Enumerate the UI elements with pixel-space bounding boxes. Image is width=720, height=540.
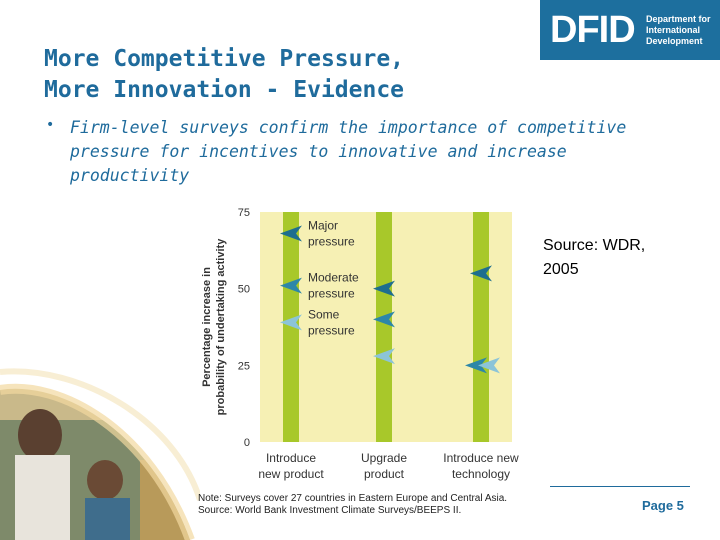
category-bar bbox=[283, 212, 299, 442]
chart-note-line: Note: Surveys cover 27 countries in East… bbox=[198, 493, 508, 504]
category-bar bbox=[376, 212, 392, 442]
legend-label: Major bbox=[308, 218, 338, 232]
chart-note: Note: Surveys cover 27 countries in East… bbox=[198, 493, 548, 517]
logo-wordmark: DFID bbox=[550, 9, 636, 51]
bullet-text: Firm-level surveys confirm the importanc… bbox=[70, 118, 627, 185]
y-axis-title-line: Percentage increase in bbox=[201, 267, 213, 387]
x-tick-label: Introduce new bbox=[443, 451, 519, 465]
footer-divider bbox=[550, 486, 690, 487]
source-line: Source: WDR, bbox=[543, 237, 646, 254]
logo-subtitle-line: International bbox=[646, 25, 701, 35]
x-tick-label: technology bbox=[452, 467, 510, 481]
y-axis: 75 50 25 0 bbox=[238, 207, 250, 449]
slide-title: More Competitive Pressure, More Innovati… bbox=[44, 44, 524, 106]
logo-subtitle-line: Department for bbox=[646, 14, 711, 24]
chart-source-line: Source: World Bank Investment Climate Su… bbox=[198, 505, 462, 516]
data-markers bbox=[280, 225, 500, 374]
x-tick-label: Introduce bbox=[266, 451, 316, 465]
x-tick-label: product bbox=[364, 467, 405, 481]
x-tick-label: new product bbox=[258, 467, 324, 481]
bullet-marker: • bbox=[46, 117, 55, 133]
decorative-photo bbox=[0, 368, 200, 540]
legend-label: pressure bbox=[308, 234, 355, 248]
y-tick-label: 50 bbox=[238, 284, 250, 296]
data-point-arrow bbox=[373, 311, 395, 328]
slide-title-line: More Competitive Pressure, bbox=[44, 46, 405, 72]
data-point-arrow bbox=[465, 357, 487, 374]
dfid-logo: DFID Department for International Develo… bbox=[540, 0, 720, 60]
innovation-chart: 75 50 25 0 Major pressure Moderate pressure Som… bbox=[201, 207, 519, 481]
page-number: Page 5 bbox=[642, 498, 684, 513]
source-line: 2005 bbox=[543, 261, 579, 278]
y-tick-label: 0 bbox=[244, 437, 250, 449]
slide-title-line: More Innovation - Evidence bbox=[44, 77, 405, 103]
data-point-arrow bbox=[478, 357, 500, 374]
legend-label: pressure bbox=[308, 287, 355, 301]
legend-label: pressure bbox=[308, 323, 355, 337]
x-axis-labels: Introduce new product Upgrade product Introd… bbox=[258, 451, 519, 481]
data-point-arrow bbox=[280, 277, 302, 294]
legend: Major pressure Moderate pressure Some pressur… bbox=[308, 218, 359, 337]
legend-label: Moderate bbox=[308, 271, 359, 285]
source-citation: Source: WDR, 2005 bbox=[543, 234, 683, 282]
data-point-arrow bbox=[373, 280, 395, 297]
x-tick-label: Upgrade bbox=[361, 451, 407, 465]
y-tick-label: 75 bbox=[238, 207, 250, 219]
data-point-arrow bbox=[373, 348, 395, 365]
y-tick-label: 25 bbox=[238, 360, 250, 372]
data-point-arrow bbox=[280, 314, 302, 331]
data-point-arrow bbox=[280, 225, 302, 242]
logo-subtitle: Department for International Development bbox=[646, 14, 711, 47]
data-point-arrow bbox=[470, 265, 492, 282]
y-axis-title: Percentage increase in probability of und… bbox=[201, 238, 227, 416]
legend-label: Some bbox=[308, 307, 340, 321]
category-bar bbox=[473, 212, 489, 442]
logo-subtitle-line: Development bbox=[646, 36, 703, 46]
y-axis-title-line: probability of undertaking activity bbox=[215, 238, 227, 416]
